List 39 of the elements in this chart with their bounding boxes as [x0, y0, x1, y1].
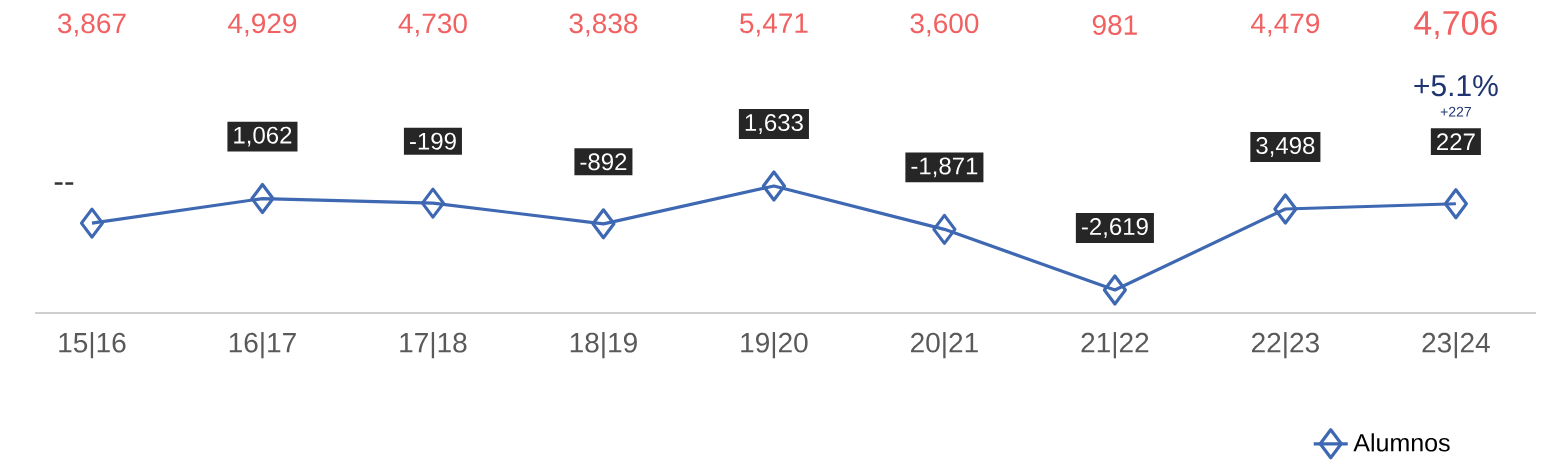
point [79, 207, 105, 239]
data-label: 3,838 [569, 13, 638, 37]
x-tick-label: 20|21 [911, 331, 978, 359]
annotation: -2,619 [1081, 217, 1148, 238]
data-label: 5,471 [740, 13, 808, 37]
x-tick-label: 15|16 [59, 331, 126, 359]
x-tick-label: 17|18 [400, 331, 467, 359]
legend-label: Alumnos [1353, 433, 1450, 452]
x-tick-label: 23|24 [1422, 331, 1490, 359]
data-label: 3,867 [57, 13, 126, 37]
x-tick-label: 21|22 [1081, 331, 1149, 359]
point [250, 182, 275, 214]
data-label: 4,730 [398, 13, 467, 37]
point [761, 170, 787, 202]
point [420, 187, 446, 219]
x-tick-label: 22|23 [1252, 331, 1319, 359]
point [932, 213, 957, 245]
data-label: 981 [1092, 14, 1137, 35]
data-label: 4,929 [228, 13, 297, 37]
x-tick-label: 16|17 [229, 331, 296, 359]
point [591, 208, 616, 240]
point [1102, 274, 1127, 306]
annotation: 1,633 [745, 113, 803, 134]
annotation: 3,498 [1256, 136, 1315, 157]
point [1443, 187, 1468, 220]
x-tick-label: 18|19 [570, 331, 637, 359]
annotation: -892 [580, 153, 627, 171]
annotation: 227 [1437, 133, 1475, 150]
data-label: 4,479 [1251, 13, 1320, 37]
point [1273, 193, 1298, 225]
x-tick-label: 19|20 [741, 331, 808, 359]
text: +227 [1440, 106, 1471, 117]
annotation: 1,062 [234, 126, 292, 147]
data-label: 4,706 [1414, 10, 1497, 39]
text: +5.1% [1414, 75, 1498, 97]
annotation: -1,871 [911, 157, 978, 178]
annotation: -199 [409, 132, 456, 150]
text: -- [54, 182, 74, 185]
data-label: 3,600 [910, 13, 979, 37]
